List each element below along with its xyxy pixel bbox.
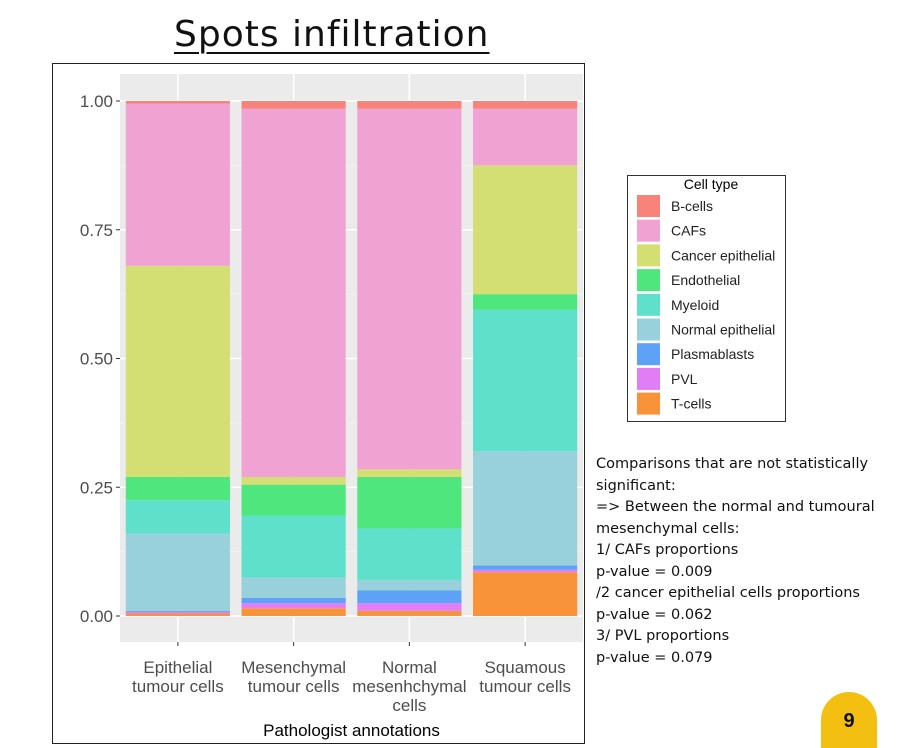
note-line: 3/ PVL proportions (596, 628, 730, 644)
y-tick-label: 0.25 (80, 478, 113, 497)
bar-segment-myeloid (125, 500, 230, 534)
legend-swatch (637, 195, 660, 217)
x-tick-label: Normal (382, 658, 437, 677)
legend-label: Cancer epithelial (671, 247, 775, 263)
y-tick-label: 1.00 (80, 92, 113, 111)
bar-segment-b-cells (125, 101, 230, 104)
x-tick-label: mesenhchymal (352, 677, 466, 696)
note-line: p-value = 0.009 (596, 563, 713, 580)
note-line: => Between the normal and tumoural (596, 499, 875, 515)
note-line: significant: (596, 477, 676, 494)
legend-label: Endothelial (671, 272, 740, 288)
bar-segment-pvl (357, 603, 462, 611)
bar-segment-cafs (241, 108, 346, 477)
bar-segment-plasmablasts (125, 610, 230, 612)
legend-label: CAFs (671, 223, 706, 239)
x-tick-label: Epithelial (143, 658, 212, 677)
bar-segment-cancer-epithelial (473, 165, 578, 295)
x-tick-label: tumour cells (132, 677, 224, 696)
note-line: mesenchymal cells: (596, 520, 740, 537)
x-tick-label: Squamous (484, 658, 565, 677)
legend-swatch (637, 392, 660, 415)
bar-segment-normal-epithelial (357, 579, 462, 591)
legend-label: B-cells (671, 198, 713, 214)
note-line: /2 cancer epithelial cells proportions (596, 585, 860, 601)
y-tick-label: 0.00 (80, 607, 113, 626)
legend-label: Normal epithelial (671, 322, 775, 338)
note-line: Comparisons that are not statistically (596, 456, 869, 472)
page-number: 9 (843, 710, 855, 732)
x-tick-label: Mesenchymal (241, 658, 346, 677)
legend: Cell type B-cells CAFs Cancer epithelial End… (627, 175, 786, 422)
bar-segment-plasmablasts (357, 590, 462, 604)
note-line: p-value = 0.079 (596, 649, 713, 666)
bar-segment-t-cells (125, 613, 230, 616)
bar-segment-t-cells (357, 610, 462, 616)
note-line: 1/ CAFs proportions (596, 542, 739, 558)
chart-frame: 0.00 0.25 0.50 0.75 1.00 Epithelial tumour cel… (52, 63, 585, 744)
bar-segment-plasmablasts (241, 597, 346, 604)
legend-title: Cell type (684, 176, 739, 192)
x-tick-label: tumour cells (248, 677, 340, 696)
x-axis-title: Pathologist annotations (263, 721, 440, 740)
legend-label: Plasmablasts (671, 346, 754, 362)
legend-label: Myeloid (671, 297, 719, 313)
bar-segment-normal-epithelial (241, 577, 346, 598)
legend-swatch (637, 293, 660, 316)
legend-swatch (637, 269, 660, 292)
legend-swatch (637, 367, 660, 390)
bar-segment-cafs (473, 108, 578, 166)
bar-segment-cancer-epithelial (125, 265, 230, 477)
x-tick-label: cells (392, 696, 426, 715)
bar-segment-myeloid (241, 515, 346, 578)
bar-segment-pvl (241, 603, 346, 609)
bar-segment-cafs (125, 103, 230, 266)
bar-segment-myeloid (473, 309, 578, 452)
bar-segment-cafs (357, 108, 462, 470)
bar-segment-t-cells (241, 608, 346, 616)
legend-label: T-cells (671, 396, 711, 412)
legend-swatch (637, 219, 660, 242)
bar-segment-endothelial (241, 484, 346, 516)
bar-segment-normal-epithelial (125, 533, 230, 611)
bar-segment-pvl (473, 569, 578, 573)
bar-segment-b-cells (357, 101, 462, 109)
bar-segment-b-cells (473, 101, 578, 109)
bar-segment-endothelial (473, 294, 578, 310)
x-tick-label: tumour cells (479, 677, 571, 696)
note-line: p-value = 0.062 (596, 606, 713, 623)
page-number-badge: 9 (821, 692, 877, 748)
legend-label: PVL (671, 371, 698, 387)
bar-segment-normal-epithelial (473, 451, 578, 566)
slide-title: Spots infiltration (174, 14, 490, 55)
legend-swatch (637, 244, 660, 267)
notes-text: Comparisons that are not statistically si… (596, 454, 896, 669)
bar-segment-t-cells (473, 572, 578, 616)
bar-segment-b-cells (241, 101, 346, 109)
bar-segment-endothelial (125, 476, 230, 501)
bar-segment-pvl (125, 611, 230, 614)
y-tick-label: 0.50 (80, 350, 113, 369)
bar-segment-endothelial (357, 476, 462, 529)
y-tick-label: 0.75 (80, 221, 113, 240)
legend-swatch (637, 343, 660, 366)
bar-segment-cancer-epithelial (241, 476, 346, 485)
bar-segment-myeloid (357, 528, 462, 580)
bar-segment-cancer-epithelial (357, 469, 462, 477)
legend-swatch (637, 318, 660, 341)
bar-segment-plasmablasts (473, 565, 578, 570)
